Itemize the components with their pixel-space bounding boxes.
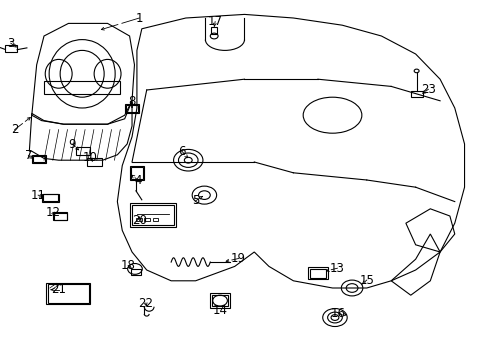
- Text: 13: 13: [329, 262, 344, 275]
- Text: 20: 20: [132, 214, 146, 227]
- Bar: [33, 156, 45, 162]
- Text: 2: 2: [11, 123, 19, 136]
- Bar: [124, 104, 139, 113]
- Text: 22: 22: [138, 297, 153, 310]
- Bar: [87, 158, 102, 166]
- Text: 4: 4: [134, 174, 142, 186]
- Text: 21: 21: [51, 283, 66, 296]
- Text: 18: 18: [121, 259, 135, 272]
- Bar: [129, 166, 144, 180]
- Bar: [210, 293, 229, 308]
- Bar: [42, 194, 58, 201]
- Text: 23: 23: [420, 83, 435, 96]
- Text: 3: 3: [7, 37, 15, 50]
- Bar: [53, 212, 67, 220]
- Text: 10: 10: [83, 151, 98, 164]
- Bar: [212, 295, 227, 306]
- Bar: [131, 167, 142, 179]
- Bar: [5, 45, 17, 52]
- Text: 6: 6: [178, 145, 185, 158]
- Text: 16: 16: [330, 307, 345, 320]
- Bar: [44, 81, 120, 94]
- Text: 1: 1: [135, 12, 143, 24]
- Text: 7: 7: [24, 149, 32, 162]
- Bar: [132, 205, 173, 225]
- Text: 8: 8: [128, 95, 136, 108]
- Bar: [46, 283, 90, 304]
- Bar: [144, 218, 150, 221]
- Bar: [54, 213, 66, 220]
- Bar: [131, 269, 141, 275]
- Bar: [152, 218, 158, 221]
- Text: 19: 19: [231, 252, 245, 265]
- Bar: [76, 147, 90, 155]
- Bar: [126, 105, 138, 112]
- Text: 17: 17: [207, 15, 222, 28]
- Text: 12: 12: [45, 206, 60, 219]
- Bar: [129, 203, 176, 227]
- Bar: [307, 267, 327, 279]
- Bar: [41, 194, 59, 202]
- Text: 5: 5: [191, 194, 199, 207]
- Bar: [48, 284, 89, 303]
- Text: 11: 11: [31, 189, 45, 202]
- Text: 14: 14: [212, 304, 227, 317]
- Text: 9: 9: [68, 138, 76, 150]
- Bar: [136, 218, 142, 221]
- Text: 15: 15: [359, 274, 373, 287]
- Bar: [309, 269, 325, 278]
- Bar: [32, 155, 46, 163]
- Bar: [211, 27, 217, 34]
- Bar: [410, 91, 422, 97]
